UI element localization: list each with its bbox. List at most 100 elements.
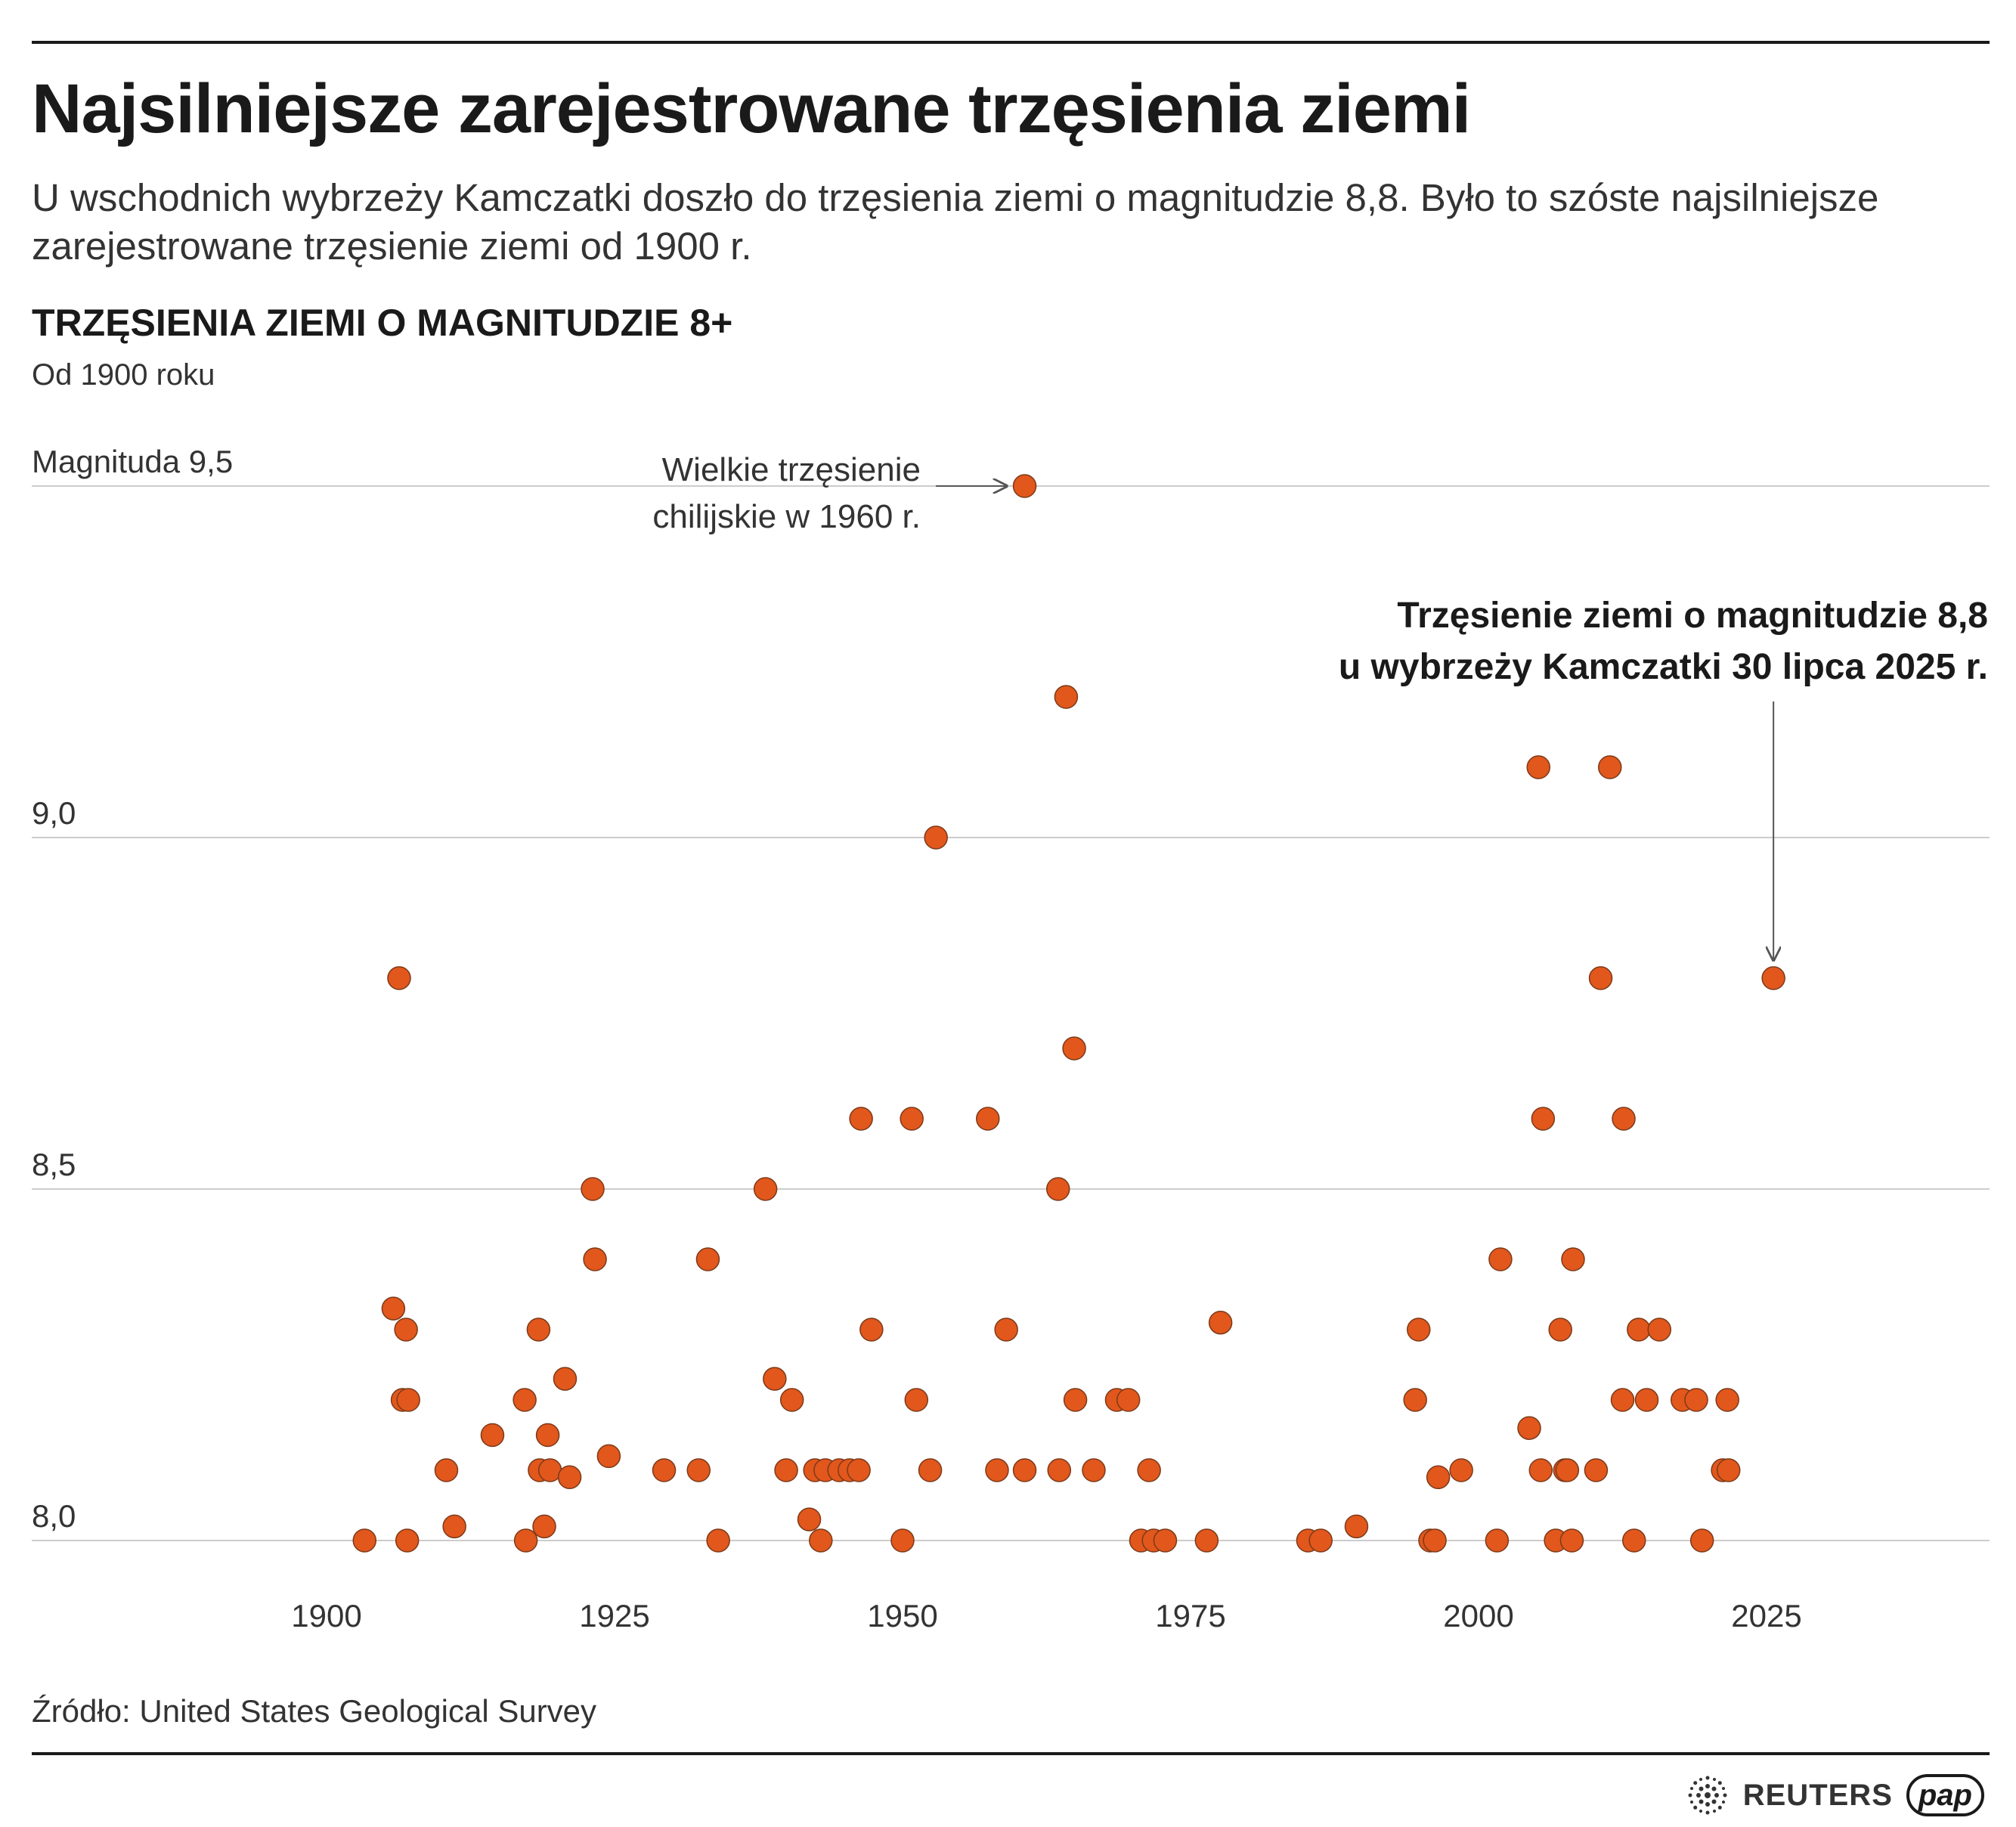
earthquake-dot	[1082, 1458, 1106, 1482]
earthquake-dot	[1063, 1388, 1088, 1412]
earthquake-dot	[381, 1296, 406, 1321]
earthquake-dot	[1647, 1318, 1672, 1342]
x-tick-label: 2000	[1443, 1598, 1513, 1633]
earthquake-dot	[1612, 1107, 1636, 1131]
earthquake-dot	[774, 1458, 798, 1482]
earthquake-dot	[1588, 966, 1613, 990]
earthquake-dot	[434, 1458, 459, 1482]
annotation-kamchatka-text: Trzęsienie ziemi o magnitudzie 8,8	[1397, 596, 1988, 636]
earthquake-dot	[1423, 1528, 1447, 1553]
earthquake-dot	[1047, 1458, 1072, 1482]
y-tick-label: 8,0	[32, 1498, 76, 1534]
reuters-logo-icon	[1688, 1776, 1727, 1815]
chart-section-title: TRZĘSIENIA ZIEMI O MAGNITUDZIE 8+	[32, 302, 733, 344]
earthquake-dot	[1528, 1458, 1553, 1482]
earthquake-dot	[1761, 966, 1785, 990]
earthquake-dot	[847, 1458, 871, 1482]
earthquake-dot	[1137, 1458, 1161, 1482]
earthquake-dot	[706, 1528, 730, 1553]
x-tick-label: 1975	[1155, 1598, 1225, 1633]
earthquake-dot	[553, 1367, 578, 1391]
earthquake-dot	[1561, 1247, 1585, 1271]
earthquake-dot	[1344, 1514, 1369, 1539]
earthquake-dot	[513, 1528, 538, 1553]
earthquake-dot	[1426, 1465, 1451, 1490]
earthquake-dot	[1531, 1107, 1556, 1131]
x-tick-label: 1900	[291, 1598, 361, 1633]
earthquake-dot	[1610, 1388, 1635, 1412]
annotation-chile-text: chilijskie w 1960 r.	[652, 498, 921, 535]
reuters-logo-text: REUTERS	[1742, 1778, 1893, 1812]
earthquake-dot	[1597, 755, 1622, 779]
earthquake-dot	[797, 1507, 822, 1531]
chart-section-subtitle: Od 1900 roku	[32, 358, 215, 392]
source-note: Źródło: United States Geological Survey	[32, 1693, 597, 1729]
earthquake-dot	[1584, 1458, 1609, 1482]
y-tick-label: 8,5	[32, 1147, 76, 1182]
earthquake-dot	[994, 1318, 1018, 1342]
earthquake-dot	[753, 1177, 778, 1201]
earthquake-dot	[1517, 1416, 1541, 1440]
earthquake-dot	[1485, 1528, 1510, 1553]
earthquake-dot	[442, 1514, 466, 1539]
earthquake-dot	[557, 1465, 582, 1490]
earthquake-dot	[904, 1388, 929, 1412]
earthquake-dot	[1627, 1318, 1651, 1342]
pap-logo: pap	[1906, 1774, 1984, 1816]
earthquake-dot	[763, 1367, 787, 1391]
earthquake-dot	[1012, 1458, 1037, 1482]
earthquake-dot	[1559, 1528, 1584, 1553]
earthquake-dot	[976, 1107, 1000, 1131]
earthquake-dot	[918, 1458, 943, 1482]
earthquake-dot	[480, 1423, 505, 1448]
earthquake-dot	[890, 1528, 915, 1553]
earthquake-dot	[396, 1388, 420, 1412]
earthquake-dot	[1116, 1388, 1141, 1412]
earthquake-dot	[849, 1107, 873, 1131]
earthquake-dot	[352, 1528, 377, 1553]
earthquake-dot	[695, 1247, 720, 1271]
earthquake-dot	[1621, 1528, 1646, 1553]
earthquake-dot	[900, 1107, 924, 1131]
earthquake-dot	[581, 1177, 605, 1201]
earthquake-dot	[809, 1528, 833, 1553]
y-tick-label: 9,0	[32, 795, 76, 831]
x-tick-label: 1950	[867, 1598, 937, 1633]
earthquake-dot	[1012, 474, 1037, 498]
earthquake-dot	[1403, 1388, 1427, 1412]
earthquake-dot	[1062, 1036, 1086, 1061]
earthquake-dot	[1689, 1528, 1714, 1553]
earthquake-dot	[1488, 1247, 1513, 1271]
earthquake-dot	[1308, 1528, 1333, 1553]
earthquake-dot	[526, 1318, 551, 1342]
annotation-chile-text: Wielkie trzęsienie	[662, 451, 921, 488]
x-tick-label: 2025	[1731, 1598, 1801, 1633]
earthquake-dot	[387, 966, 411, 990]
earthquake-dot	[924, 825, 948, 850]
earthquake-dot	[583, 1247, 607, 1271]
earthquake-dot	[1045, 1177, 1070, 1201]
x-tick-label: 1925	[579, 1598, 649, 1633]
earthquake-dot	[985, 1458, 1009, 1482]
y-tick-label: Magnituda 9,5	[32, 444, 233, 479]
earthquake-dot	[513, 1388, 537, 1412]
earthquake-dot	[535, 1423, 560, 1448]
earthquake-dot	[652, 1458, 677, 1482]
earthquake-dot	[686, 1458, 711, 1482]
earthquake-dot	[779, 1388, 804, 1412]
earthquake-dot	[1634, 1388, 1659, 1412]
earthquake-dot	[1555, 1458, 1580, 1482]
earthquake-dot	[1194, 1528, 1219, 1553]
earthquake-dot	[1208, 1310, 1233, 1335]
page-subtitle: U wschodnich wybrzeży Kamczatki doszło d…	[32, 176, 1879, 268]
top-rule	[32, 41, 1990, 44]
bottom-rule	[32, 1752, 1990, 1755]
earthquake-dot	[1526, 755, 1550, 779]
earthquake-dot	[1407, 1318, 1431, 1342]
page-title: Najsilniejsze zarejestrowane trzęsienia …	[32, 70, 1471, 147]
logos: REUTERS pap	[1686, 1769, 1984, 1822]
earthquake-dot	[1716, 1458, 1741, 1482]
earthquake-dot	[596, 1444, 621, 1469]
earthquake-dot	[1153, 1528, 1178, 1553]
